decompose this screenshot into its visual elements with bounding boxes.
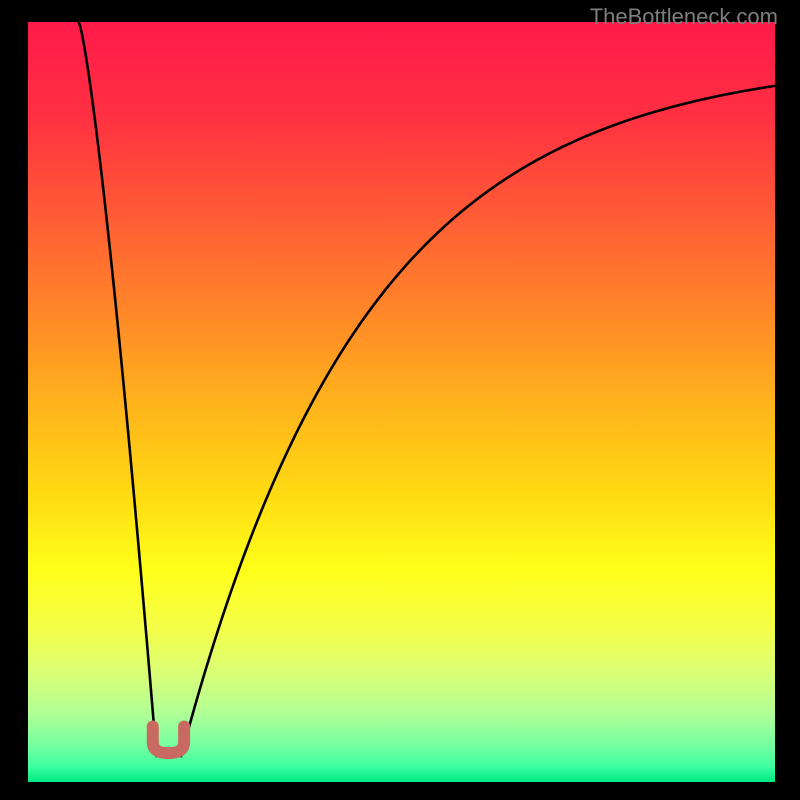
plot-area <box>28 22 775 782</box>
left-curve <box>79 22 157 756</box>
right-curve <box>181 86 775 756</box>
watermark-text: TheBottleneck.com <box>590 4 778 30</box>
trough-marker <box>153 727 184 754</box>
curves-layer <box>28 22 775 782</box>
stage: TheBottleneck.com <box>0 0 800 800</box>
